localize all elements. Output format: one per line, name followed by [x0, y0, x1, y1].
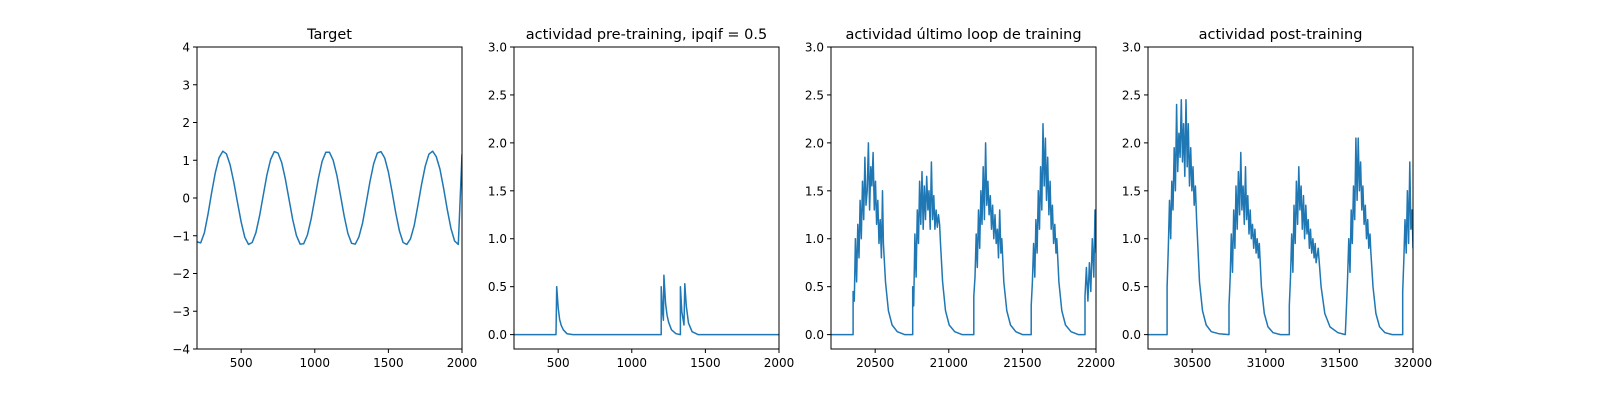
x-tick-label: 2000 — [447, 356, 478, 370]
x-tick-label: 32000 — [1394, 356, 1432, 370]
y-tick-label: 4 — [182, 41, 190, 55]
axes-frame — [830, 46, 1097, 350]
chart-title: actividad último loop de training — [845, 27, 1081, 43]
x-tick-label: 1000 — [300, 356, 331, 370]
y-tick-label: 2.0 — [805, 136, 824, 150]
y-tick-label: 2.5 — [805, 88, 824, 102]
y-tick-label: −4 — [172, 343, 190, 357]
x-tick-label: 500 — [547, 356, 570, 370]
y-tick-label: 3 — [182, 78, 190, 92]
x-tick-label: 1500 — [373, 356, 404, 370]
y-tick-label: 2.0 — [1122, 136, 1141, 150]
y-tick-label: 1.5 — [805, 184, 824, 198]
y-tick-label: 0 — [182, 192, 190, 206]
y-tick-label: 0.0 — [805, 328, 824, 342]
y-tick-label: −3 — [172, 305, 190, 319]
chart-panel-target: 500 1000 1500 2000 −4 −3 −2 −1 0 1 2 3 4 Target — [172, 27, 477, 370]
chart-panel-pre-training: 500 1000 1500 2000 0.0 0.5 1.0 1.5 2.0 2.5 3.0 acti… — [488, 27, 794, 370]
y-tick-label: −1 — [172, 229, 190, 243]
x-tick-label: 500 — [230, 356, 253, 370]
y-tick-label: 2.5 — [1122, 88, 1141, 102]
y-tick-label: 0.0 — [488, 328, 507, 342]
y-tick-label: 1 — [182, 154, 190, 168]
x-tick-label: 1000 — [617, 356, 648, 370]
y-tick-label: 3.0 — [488, 41, 507, 55]
y-tick-label: 2 — [182, 116, 190, 130]
chart-title: Target — [306, 27, 352, 43]
y-tick-label: 0.5 — [488, 280, 507, 294]
x-tick-label: 30500 — [1173, 356, 1211, 370]
x-tick-label: 31000 — [1247, 356, 1285, 370]
y-tick-label: 2.5 — [488, 88, 507, 102]
x-tick-label: 21000 — [930, 356, 968, 370]
x-tick-label: 2000 — [764, 356, 795, 370]
y-tick-label: 0.5 — [805, 280, 824, 294]
chart-title: actividad post-training — [1199, 27, 1363, 43]
y-tick-label: 0.0 — [1122, 328, 1141, 342]
series-line — [197, 150, 462, 246]
x-tick-label: 22000 — [1077, 356, 1115, 370]
x-tick-label: 31500 — [1320, 356, 1358, 370]
x-tick-label: 20500 — [856, 356, 894, 370]
chart-panel-last-training-loop: 20500 21000 21500 22000 0.0 0.5 1.0 1.5 2.0 2.5 3.… — [805, 27, 1115, 370]
axes-frame — [513, 46, 780, 350]
y-tick-label: 2.0 — [488, 136, 507, 150]
x-tick-label: 21500 — [1003, 356, 1041, 370]
y-tick-label: 1.0 — [488, 232, 507, 246]
axes-frame — [1147, 46, 1414, 350]
series-line — [831, 122, 1096, 336]
y-tick-label: 1.0 — [805, 232, 824, 246]
y-tick-label: 1.0 — [1122, 232, 1141, 246]
y-tick-label: 3.0 — [805, 41, 824, 55]
series-line — [514, 274, 779, 336]
y-tick-label: 0.5 — [1122, 280, 1141, 294]
series-line — [1148, 98, 1413, 336]
y-tick-label: 1.5 — [488, 184, 507, 198]
y-tick-label: 3.0 — [1122, 41, 1141, 55]
y-tick-label: 1.5 — [1122, 184, 1141, 198]
x-tick-label: 1500 — [690, 356, 721, 370]
chart-panel-post-training: 30500 31000 31500 32000 0.0 0.5 1.0 1.5 2.0 2.5 3.… — [1122, 27, 1432, 370]
chart-title: actividad pre-training, ipqif = 0.5 — [526, 27, 767, 43]
y-tick-label: −2 — [172, 267, 190, 281]
